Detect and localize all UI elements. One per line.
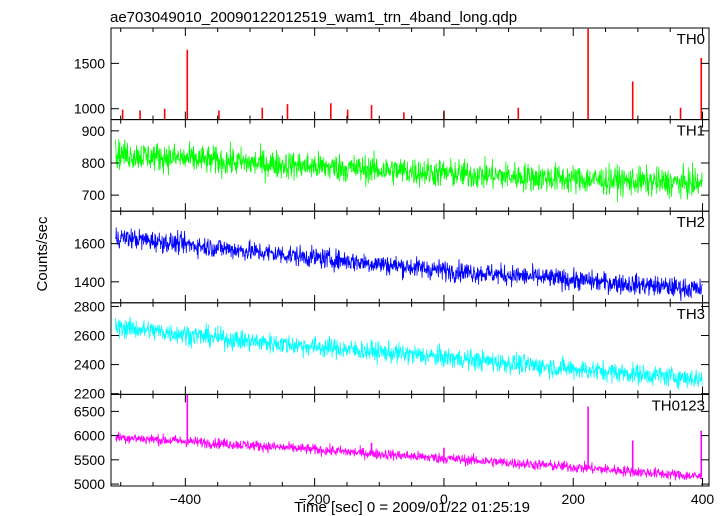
y-tick-label: 800 — [82, 155, 106, 171]
y-tick-label: 1500 — [74, 55, 105, 71]
series-line-th2 — [115, 227, 703, 302]
x-tick-label: 200 — [562, 491, 586, 507]
panel-label: TH2 — [677, 214, 705, 231]
series-line-th0123 — [115, 431, 703, 481]
series-line-th1 — [115, 139, 703, 203]
y-tick-label: 2800 — [74, 298, 105, 314]
panel-label: TH0 — [677, 31, 705, 48]
panel-label: TH3 — [677, 306, 705, 323]
x-tick-label: 0 — [440, 491, 448, 507]
series-line-th0 — [125, 119, 168, 120]
y-tick-label: 2200 — [74, 386, 105, 402]
x-tick-label: −200 — [299, 491, 331, 507]
series-line-th3 — [115, 316, 703, 390]
y-tick-label: 2400 — [74, 357, 105, 373]
panel-frame — [110, 119, 710, 212]
x-tick-label: −400 — [170, 491, 202, 507]
y-tick-label: 5500 — [74, 452, 105, 468]
y-tick-label: 6000 — [74, 428, 105, 444]
panel-th0: TH0 1000 1500 — [74, 27, 710, 121]
y-tick-label: 900 — [82, 123, 106, 139]
y-tick-label: 6500 — [74, 403, 105, 419]
panel-th0123: TH0123 5000 5500 6000 6500 — [74, 393, 710, 492]
panel-label: TH0123 — [652, 397, 705, 414]
panel-th1: TH1 700 800 900 — [82, 119, 710, 212]
chart-title: ae703049010_20090122012519_wam1_trn_4ban… — [110, 9, 517, 26]
y-tick-label: 1000 — [74, 101, 105, 117]
x-tick-label: 400 — [691, 491, 715, 507]
panel-group: TH0 1000 1500 TH1 700 800 900 TH2 1400 1600 TH3 220… — [74, 27, 715, 507]
panel-frame — [110, 210, 710, 304]
panel-th2: TH2 1400 1600 — [74, 210, 710, 304]
x-axis-label: Time [sec] 0 = 2009/01/22 01:25:19 — [294, 499, 530, 516]
y-axis-label: Counts/sec — [34, 216, 51, 292]
y-tick-label: 1600 — [74, 236, 105, 252]
panel-frame — [110, 27, 710, 121]
y-tick-label: 5000 — [74, 476, 105, 492]
panel-frame — [110, 393, 710, 487]
y-tick-label: 700 — [82, 187, 106, 203]
y-tick-label: 2600 — [74, 328, 105, 344]
y-tick-label: 1400 — [74, 274, 105, 290]
panel-label: TH1 — [677, 123, 705, 140]
panel-th3: TH3 2200 2400 2600 2800 — [74, 298, 710, 402]
